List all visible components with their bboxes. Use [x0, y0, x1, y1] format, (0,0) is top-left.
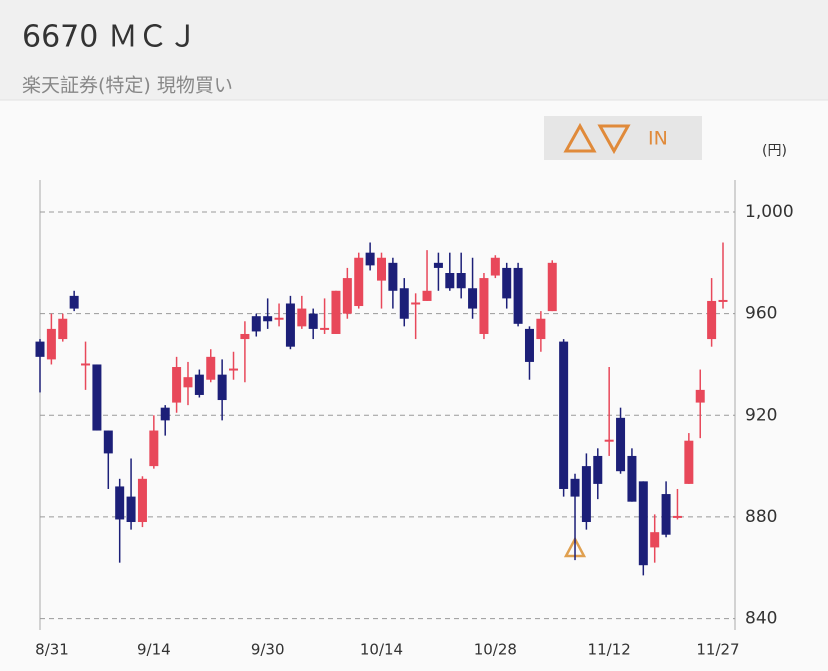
y-tick-label: 840 [745, 609, 777, 629]
candle-body [513, 267, 523, 324]
candle-body [320, 327, 330, 330]
candle-body [81, 363, 91, 366]
up-triangle-icon [563, 122, 597, 153]
candle-body [149, 430, 159, 467]
in-button[interactable]: IN [544, 116, 702, 160]
candle-body [251, 316, 261, 332]
x-tick-label: 11/27 [696, 641, 739, 659]
candle-body [411, 302, 421, 305]
candle-body [160, 407, 170, 421]
candle-body [479, 278, 489, 334]
candle-body [570, 478, 580, 497]
candle-body [604, 439, 614, 442]
candle-body [263, 316, 273, 322]
y-tick-label: 920 [745, 405, 777, 425]
candle-body [456, 272, 466, 289]
candle-body [297, 308, 307, 327]
candle-body [627, 455, 637, 502]
candle-body [229, 368, 239, 371]
candle-body [137, 478, 147, 523]
x-tick-label: 8/31 [35, 641, 69, 659]
candle-body [468, 288, 478, 309]
candle-body [365, 252, 375, 266]
candle-body [638, 481, 648, 566]
candle-body [650, 532, 660, 548]
candle-body [672, 515, 682, 518]
candle-body [581, 466, 591, 523]
candle-body [308, 313, 318, 329]
candle-body [502, 267, 512, 299]
x-tick-label: 11/12 [588, 641, 631, 659]
candle-body [593, 455, 603, 484]
candle-body [285, 303, 295, 347]
account-subtitle: 楽天証券(特定) 現物買い [22, 75, 233, 97]
candle-body [172, 367, 182, 403]
candle-body [661, 494, 671, 535]
candle-body [46, 328, 56, 360]
candle-body [377, 257, 386, 281]
candle-body [433, 262, 443, 268]
candle-body [69, 295, 79, 309]
candle-body [206, 356, 216, 380]
x-tick-label: 9/30 [251, 641, 285, 659]
candle-body [559, 341, 569, 489]
candle-body [490, 257, 500, 276]
candle-body [217, 374, 227, 401]
header-bg [0, 0, 828, 100]
candle-body [35, 341, 45, 357]
candle-body [718, 299, 728, 302]
y-tick-label: 960 [745, 304, 777, 324]
x-tick-label: 10/14 [360, 641, 403, 659]
y-unit: (円) [762, 143, 787, 159]
candle-body [524, 328, 534, 362]
candle-body [536, 318, 546, 340]
candle-body [388, 262, 398, 291]
candle-body [684, 440, 694, 484]
candle-body [126, 496, 136, 523]
x-tick-label: 10/28 [474, 641, 517, 659]
candle-body [240, 333, 250, 340]
candle-body [616, 417, 626, 472]
candle-body [547, 262, 557, 312]
candle-body [103, 430, 113, 454]
candle-body [58, 318, 68, 340]
candle-body [707, 300, 717, 340]
candle-body [183, 377, 193, 388]
y-tick-label: 880 [745, 507, 777, 527]
candle-body [422, 290, 432, 301]
candle-body [194, 374, 204, 395]
button-label: IN [648, 128, 668, 150]
button-bg [544, 116, 702, 160]
candle-body [115, 486, 125, 520]
candle-body [342, 278, 352, 314]
candle-body [354, 257, 364, 307]
candle-body [274, 317, 284, 320]
candle-body [92, 364, 102, 431]
stock-title: 6670 ＭＣＪ [22, 20, 198, 55]
candle-body [399, 288, 409, 319]
x-tick-label: 9/14 [137, 641, 171, 659]
candle-body [331, 290, 341, 334]
down-triangle-icon [597, 124, 631, 155]
candle-body [445, 272, 455, 289]
candle-body [695, 389, 705, 403]
y-tick-label: 1,000 [745, 202, 794, 222]
